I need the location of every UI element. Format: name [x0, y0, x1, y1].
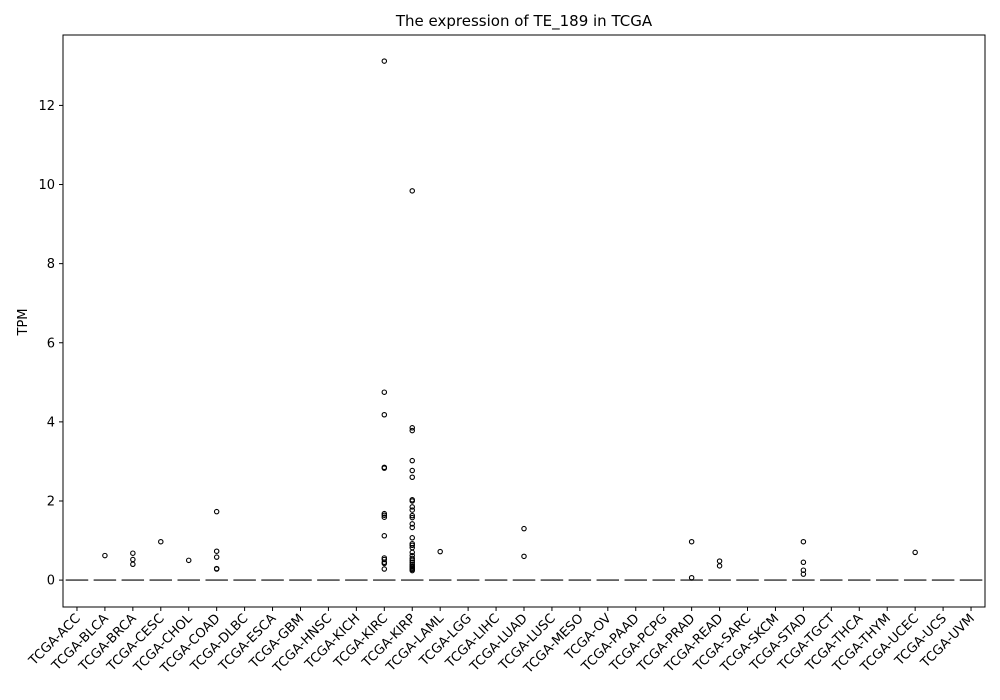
plot-frame — [62, 34, 986, 608]
outlier-point — [381, 58, 388, 64]
outlier-point — [409, 535, 415, 541]
outlier-point — [800, 559, 807, 566]
y-tick-label: 12 — [38, 99, 55, 114]
outlier-point — [381, 389, 388, 395]
outlier-point — [213, 566, 220, 572]
y-tick-label: 6 — [47, 336, 55, 351]
outlier-point — [213, 508, 220, 515]
outlier-point — [409, 188, 415, 194]
y-tick-label: 10 — [38, 178, 55, 193]
outlier-point — [185, 557, 192, 564]
outlier-point — [102, 552, 108, 559]
outlier-point — [409, 524, 415, 531]
outlier-point — [409, 521, 415, 527]
outlier-point — [688, 538, 695, 545]
plot-area: 024681012TCGA-ACCTCGA-BLCATCGA-BRCATCGA-… — [26, 34, 986, 677]
outlier-point — [800, 538, 807, 545]
outlier-point — [381, 465, 388, 471]
outlier-point — [800, 571, 807, 577]
y-tick-label: 0 — [47, 574, 55, 589]
outlier-point — [409, 457, 415, 464]
outlier-point — [409, 425, 415, 431]
outlier-point — [409, 514, 415, 521]
outlier-point — [213, 548, 220, 554]
outlier-point — [409, 512, 415, 519]
outlier-point — [130, 550, 136, 556]
outlier-point — [381, 566, 388, 572]
outlier-point — [381, 512, 388, 518]
outlier-point — [437, 548, 443, 555]
y-axis-label: TPM — [16, 309, 31, 337]
outlier-point — [409, 427, 415, 434]
outlier-point — [409, 542, 415, 549]
outlier-point — [381, 533, 388, 539]
outlier-point — [716, 563, 723, 569]
y-tick-label: 8 — [47, 257, 55, 272]
outlier-point — [409, 549, 415, 556]
outlier-point — [409, 504, 415, 510]
chart-title: The expression of TE_189 in TCGA — [395, 12, 653, 31]
outlier-point — [716, 558, 723, 564]
outlier-point — [409, 507, 415, 513]
outlier-point — [130, 561, 136, 568]
outlier-point — [381, 412, 388, 418]
outlier-point — [409, 467, 415, 474]
y-tick-label: 2 — [47, 494, 55, 509]
outlier-point — [521, 525, 527, 532]
outlier-point — [213, 554, 220, 560]
y-tick-label: 4 — [47, 415, 55, 430]
outlier-point — [912, 549, 918, 556]
outlier-point — [409, 474, 415, 481]
outlier-point — [130, 556, 136, 563]
outlier-point — [158, 538, 164, 545]
outlier-point — [409, 498, 415, 504]
outlier-point — [688, 574, 695, 581]
outlier-point — [409, 567, 415, 574]
outlier-point — [381, 560, 388, 567]
outlier-point — [521, 553, 527, 560]
outlier-point — [381, 514, 388, 520]
